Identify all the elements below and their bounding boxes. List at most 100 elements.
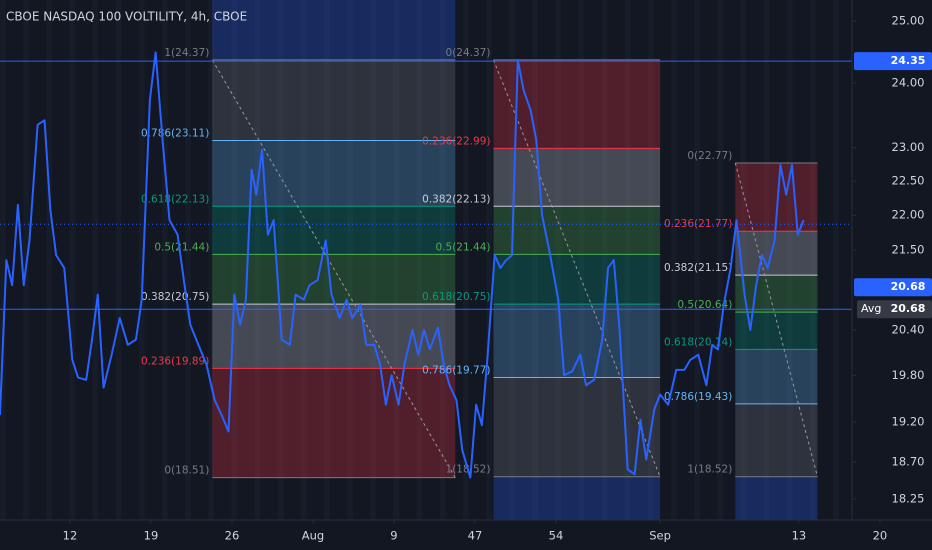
session-stripe: [740, 0, 747, 520]
fib-zone: [493, 304, 661, 378]
price-line-series: [0, 51, 805, 479]
fib-zone: [735, 231, 818, 276]
session-stripe: [786, 0, 793, 520]
session-stripe: [254, 0, 261, 520]
y-tick-label: 19.80: [892, 368, 925, 382]
x-tick-label: 54: [549, 529, 564, 543]
fib-layer: 0(18.51) 0.236(19.89) 0.382(20.75) 0.5(21.4…: [141, 0, 818, 520]
fib-level-label: 0.382(21.15): [664, 262, 732, 274]
session-stripe: [416, 0, 423, 520]
fib-zone: [212, 254, 456, 305]
session-stripe: [624, 0, 631, 520]
session-stripe: [694, 0, 701, 520]
fib-level-label: 1(24.37): [164, 47, 209, 59]
fib-zone: [212, 368, 456, 478]
fib-zone: [735, 403, 818, 477]
y-tick-label: 21.50: [892, 243, 925, 257]
session-stripes: [0, 0, 839, 520]
session-stripe: [601, 0, 608, 520]
fib-outer-zone: [212, 0, 456, 60]
session-stripe: [671, 0, 677, 520]
session-stripe: [393, 0, 400, 520]
y-tick-label: 19.20: [892, 414, 925, 428]
session-stripe: [0, 0, 6, 520]
y-tick-label: 23.00: [892, 140, 925, 154]
y-tick-label: 20.40: [892, 322, 925, 336]
fib-level-label: 0.382(20.75): [141, 291, 209, 303]
fib-zone: [493, 59, 661, 149]
session-stripe: [532, 0, 539, 520]
fib-level-label: 0.382(22.13): [422, 193, 490, 205]
fib-level-label: 0(24.37): [446, 47, 491, 59]
session-stripe: [277, 0, 284, 520]
session-stripe: [115, 0, 122, 520]
session-stripe: [92, 0, 99, 520]
fib-zone: [493, 148, 661, 207]
session-stripe: [370, 0, 377, 520]
price-label: 24.35: [891, 54, 926, 67]
price-label: 20.68: [891, 280, 926, 293]
session-stripe: [138, 0, 145, 520]
session-stripe: [833, 0, 839, 520]
fib-level-label: 0.5(21.44): [436, 241, 491, 253]
fib-outer-zone: [735, 476, 818, 520]
fib-level-label: 0(18.51): [164, 465, 209, 477]
session-stripe: [555, 0, 562, 520]
x-tick-label: 9: [390, 529, 397, 543]
x-tick-label: 19: [144, 529, 159, 543]
fib-trend-line: [493, 59, 661, 477]
fib-level-label: 0.786(19.77): [422, 365, 490, 377]
fib-zone: [212, 206, 456, 255]
session-stripe: [578, 0, 585, 520]
fib-level-label: 0.5(21.44): [154, 241, 209, 253]
fib-zone: [493, 206, 661, 255]
fib-level-label: 0.618(20.14): [664, 336, 732, 348]
y-tick-label: 25.00: [892, 14, 925, 28]
fib-zone: [212, 140, 456, 207]
session-stripe: [717, 0, 724, 520]
fib-zone: [735, 349, 818, 404]
session-stripe: [763, 0, 770, 520]
fib-level-label: 0.236(19.89): [141, 355, 209, 367]
session-stripe: [46, 0, 53, 520]
avg-name: Avg: [861, 302, 881, 315]
session-stripe: [300, 0, 307, 520]
fib-level-label: 1(18.52): [687, 464, 732, 476]
session-stripe: [161, 0, 168, 520]
session-stripe: [208, 0, 215, 520]
session-stripe: [439, 0, 446, 520]
y-tick-label: 18.25: [892, 492, 925, 506]
fib-trend-line: [211, 59, 456, 478]
session-stripe: [485, 0, 492, 520]
y-tick-label: 24.00: [892, 76, 925, 90]
x-tick-label: 12: [63, 529, 78, 543]
fib-zone: [493, 254, 661, 305]
line-layer: [0, 51, 852, 479]
y-tick-label: 18.70: [892, 455, 925, 469]
session-stripe: [509, 0, 515, 520]
fib-zone: [212, 59, 456, 141]
price-label-box: [854, 52, 932, 71]
x-tick-label: 20: [873, 529, 888, 543]
x-tick-label: Sep: [649, 529, 671, 543]
x-tick-label: 26: [225, 529, 240, 543]
session-stripe: [809, 0, 816, 520]
chart-title: CBOE NASDAQ 100 VOLTILITY, 4h, CBOE: [6, 10, 247, 24]
fib-level-label: 0.786(19.43): [664, 391, 732, 403]
x-tick-label: 13: [792, 529, 807, 543]
fib-level-label: 0.618(20.75): [422, 291, 490, 303]
fib-zone: [735, 275, 818, 313]
fib-level-label: 0.786(23.11): [141, 127, 209, 139]
y-tick-label: 22.50: [892, 174, 925, 188]
fib-outer-zone: [493, 476, 661, 520]
x-tick-label: 47: [468, 529, 483, 543]
fib-level-label: 0.236(22.99): [422, 135, 490, 147]
fib-zone: [212, 304, 456, 369]
fib-level-label: 0.618(22.13): [141, 193, 209, 205]
session-stripe: [185, 0, 191, 520]
y-tick-label: 22.00: [892, 208, 925, 222]
session-stripe: [231, 0, 238, 520]
session-stripe: [647, 0, 654, 520]
session-stripe: [462, 0, 469, 520]
